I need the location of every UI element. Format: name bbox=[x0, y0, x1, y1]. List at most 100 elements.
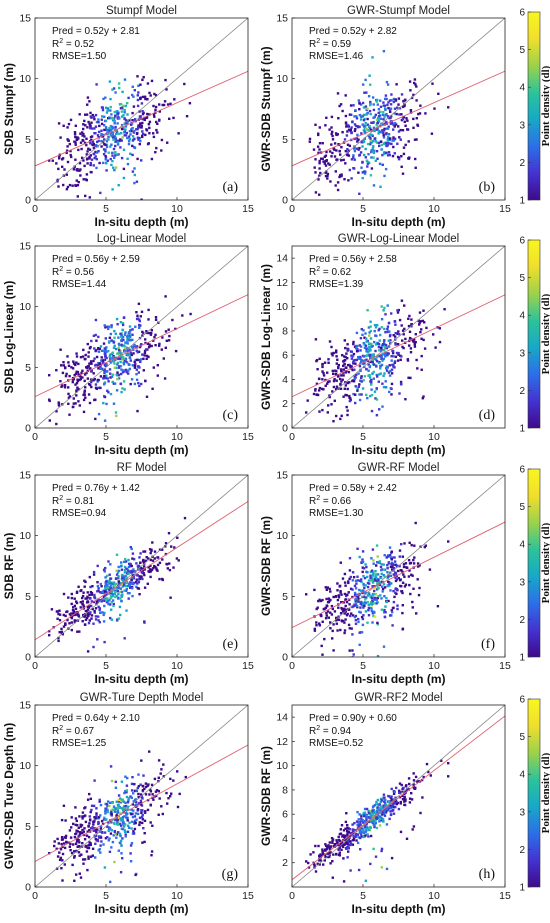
data-point bbox=[114, 780, 117, 783]
data-point bbox=[336, 841, 339, 845]
data-point bbox=[408, 314, 411, 318]
data-point bbox=[166, 103, 170, 106]
data-point bbox=[357, 836, 360, 839]
data-point bbox=[56, 610, 59, 613]
data-point bbox=[83, 164, 86, 168]
data-point bbox=[107, 821, 110, 824]
data-point bbox=[119, 382, 122, 385]
data-point bbox=[386, 138, 390, 142]
identity-line bbox=[35, 705, 248, 887]
data-point bbox=[61, 371, 65, 375]
data-point bbox=[362, 827, 365, 831]
data-point bbox=[380, 816, 383, 819]
data-point bbox=[120, 110, 124, 113]
fit-equation: Pred = 0.90y + 0.60 bbox=[309, 713, 397, 724]
data-point bbox=[341, 131, 344, 134]
data-point bbox=[352, 360, 355, 364]
data-point bbox=[123, 815, 126, 818]
data-point bbox=[118, 139, 121, 143]
data-point bbox=[386, 806, 389, 809]
data-point bbox=[401, 611, 404, 615]
data-point bbox=[373, 340, 376, 344]
data-point bbox=[158, 110, 161, 113]
data-point bbox=[375, 817, 379, 820]
data-point bbox=[377, 380, 380, 383]
data-point bbox=[188, 102, 192, 105]
data-point bbox=[80, 853, 83, 856]
data-point bbox=[122, 357, 126, 360]
data-point bbox=[114, 832, 117, 836]
data-point bbox=[429, 774, 432, 777]
data-point bbox=[325, 116, 328, 119]
data-point bbox=[56, 855, 60, 858]
data-point bbox=[115, 389, 119, 392]
data-point bbox=[94, 318, 98, 322]
data-point bbox=[135, 180, 139, 183]
data-point bbox=[146, 582, 149, 585]
data-point bbox=[332, 595, 335, 599]
data-point bbox=[98, 607, 101, 610]
data-point bbox=[376, 122, 379, 125]
y-tick-label: 0 bbox=[282, 652, 288, 664]
data-point bbox=[382, 129, 386, 132]
plot-frame bbox=[291, 245, 506, 429]
data-point bbox=[331, 860, 334, 863]
data-point bbox=[401, 790, 404, 794]
r-symbol: R bbox=[309, 267, 316, 278]
data-point bbox=[408, 344, 411, 347]
data-point bbox=[329, 862, 332, 865]
data-point bbox=[122, 823, 125, 826]
x-tick-label: 10 bbox=[428, 203, 440, 215]
data-point bbox=[371, 599, 374, 602]
data-point bbox=[370, 569, 374, 572]
data-point bbox=[322, 160, 325, 163]
data-point bbox=[151, 559, 155, 562]
data-point bbox=[105, 579, 108, 583]
data-point bbox=[160, 348, 163, 351]
data-point bbox=[352, 576, 356, 579]
data-point bbox=[131, 85, 134, 88]
data-point bbox=[393, 595, 396, 599]
data-point bbox=[380, 363, 384, 367]
r-superscript: 2 bbox=[316, 725, 320, 732]
data-point bbox=[392, 792, 396, 795]
data-point bbox=[73, 836, 77, 839]
data-point bbox=[133, 89, 136, 92]
data-point bbox=[417, 319, 420, 322]
data-point bbox=[109, 584, 113, 588]
data-point bbox=[111, 159, 114, 163]
data-point bbox=[365, 358, 368, 361]
data-point bbox=[93, 827, 96, 830]
data-point bbox=[131, 144, 134, 148]
data-point bbox=[379, 819, 383, 822]
y-tick-label: 6 bbox=[282, 350, 288, 362]
data-point bbox=[131, 170, 135, 173]
data-point bbox=[95, 355, 99, 359]
data-point bbox=[112, 355, 115, 358]
data-point bbox=[89, 115, 92, 118]
data-point bbox=[127, 336, 131, 339]
data-point bbox=[70, 826, 73, 829]
data-point bbox=[103, 375, 106, 378]
data-point bbox=[70, 851, 74, 855]
data-point bbox=[109, 124, 113, 128]
data-point bbox=[161, 558, 164, 561]
data-point bbox=[57, 636, 60, 640]
data-point bbox=[81, 596, 84, 600]
data-point bbox=[74, 842, 78, 845]
data-point bbox=[387, 345, 391, 348]
data-point bbox=[59, 348, 62, 351]
data-point bbox=[117, 366, 121, 369]
data-point bbox=[373, 615, 377, 618]
data-point bbox=[120, 600, 123, 603]
data-point bbox=[72, 611, 75, 614]
data-point bbox=[114, 818, 117, 822]
data-point bbox=[333, 399, 336, 402]
data-point bbox=[145, 348, 148, 351]
data-point bbox=[321, 365, 324, 369]
data-point bbox=[116, 811, 119, 814]
data-point bbox=[110, 810, 113, 814]
data-point bbox=[395, 83, 398, 86]
data-point bbox=[97, 821, 100, 825]
